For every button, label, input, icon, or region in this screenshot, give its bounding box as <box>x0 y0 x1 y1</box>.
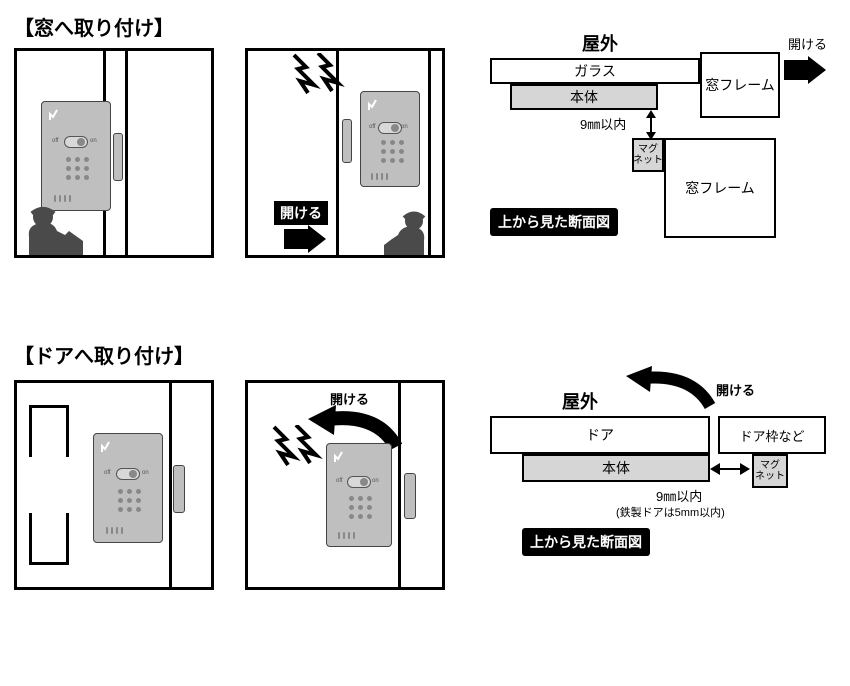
window-panel-closed: off on <box>14 48 214 258</box>
slits <box>338 532 355 539</box>
door-cross-section: 屋外 開ける ドア ドア枠など 本体 マグ ネット 9㎜以内 (鉄製ドアは5mm… <box>490 370 840 630</box>
burglar-icon <box>19 197 83 255</box>
alarm-device: off on <box>360 91 420 187</box>
alarm-device: off on <box>93 433 163 543</box>
glass-box: ガラス <box>490 58 700 84</box>
title-window: 【窓へ取り付け】 <box>14 12 174 41</box>
alarm-device: off on <box>41 101 111 211</box>
switch-on-label: on <box>90 138 97 144</box>
magnet-part <box>113 133 123 181</box>
curved-arrow-icon <box>626 366 716 412</box>
window-frame-bottom: 窓フレーム <box>664 138 776 238</box>
switch-on-label: on <box>142 470 149 476</box>
outdoor-label: 屋外 <box>562 388 598 414</box>
door-frame-deco <box>29 405 69 457</box>
switch-off-label: off <box>104 470 111 476</box>
gap9-note: (鉄製ドアは5mm以内) <box>616 504 725 520</box>
gap9-label: 9㎜以内 <box>580 114 626 133</box>
speaker-dots <box>118 489 141 512</box>
body-box: 本体 <box>510 84 658 110</box>
open-label: 開ける <box>788 34 827 53</box>
door-edge <box>169 383 172 587</box>
switch-on-label: on <box>401 124 408 130</box>
outdoor-label: 屋外 <box>582 30 618 56</box>
door-panel-open: 開ける off on <box>245 380 445 590</box>
alarm-sound-icon <box>266 425 330 475</box>
speaker-dots <box>66 157 89 180</box>
switch-off-label: off <box>336 478 343 484</box>
cross-section-badge: 上から見た断面図 <box>490 208 618 236</box>
gap9-label: 9㎜以内 <box>656 486 702 505</box>
dim-arrow-icon <box>644 110 658 140</box>
window-panel-open: off on 開ける <box>245 48 445 258</box>
window-cross-section: 屋外 開ける ガラス 本体 窓フレーム 9㎜以内 マグ ネット 窓フレーム 上か… <box>490 30 840 280</box>
alarm-sound-icon <box>284 53 354 103</box>
window-frame-top: 窓フレーム <box>700 52 780 118</box>
magnet-box: マグ ネット <box>632 138 664 172</box>
speaker-dots <box>381 140 404 163</box>
switch-on-label: on <box>372 478 379 484</box>
switch-off-label: off <box>369 124 376 130</box>
switch-off-label: off <box>52 138 59 144</box>
body-box: 本体 <box>522 454 710 482</box>
speaker-dots <box>349 496 372 519</box>
cross-section-badge: 上から見た断面図 <box>522 528 650 556</box>
door-box: ドア <box>490 416 710 454</box>
dim-arrow-icon <box>710 460 750 478</box>
magnet-box: マグ ネット <box>752 454 788 488</box>
open-label: 開ける <box>716 380 755 399</box>
open-label: 開ける <box>274 201 328 225</box>
slits <box>371 173 388 180</box>
magnet-part <box>342 119 352 163</box>
door-panel-closed: off on <box>14 380 214 590</box>
window-edge-2 <box>125 51 128 255</box>
burglar-icon <box>384 205 436 255</box>
door-frame-box: ドア枠など <box>718 416 826 454</box>
door-frame-deco <box>29 513 69 565</box>
alarm-device: off on <box>326 443 392 547</box>
magnet-part <box>404 473 416 519</box>
slits <box>106 527 123 534</box>
title-door: 【ドアへ取り付け】 <box>14 340 194 369</box>
magnet-part <box>173 465 185 513</box>
